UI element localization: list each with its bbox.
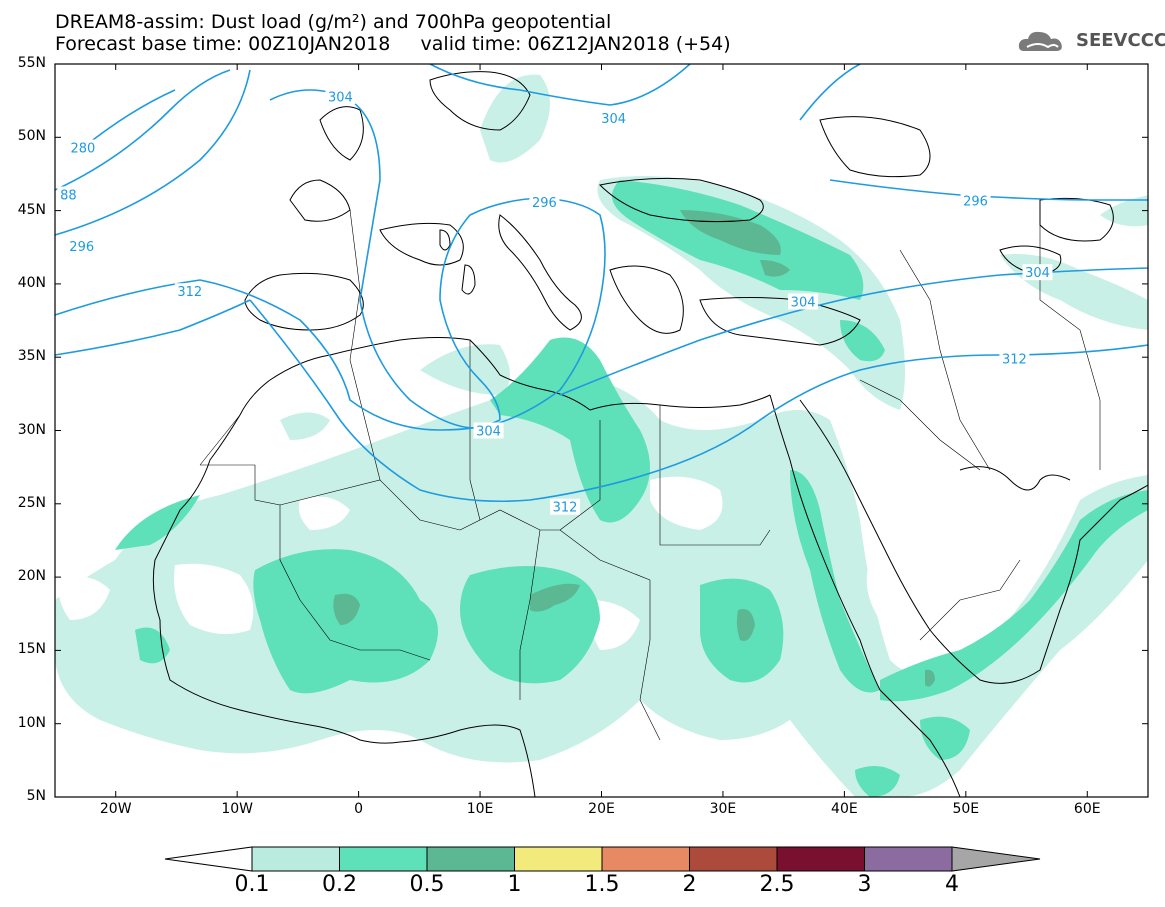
contour-label: 296 (963, 194, 988, 209)
colorbar-boxes (251, 846, 953, 872)
colorbar-box (689, 846, 778, 872)
colorbar (164, 846, 1041, 872)
contour-label: 304 (328, 90, 353, 105)
contour-label-bg (529, 193, 560, 210)
contour-label-bg (67, 139, 98, 156)
contour-label: 304 (1025, 266, 1050, 281)
contour-label-bg (174, 283, 205, 300)
lon-label: 60E (1073, 801, 1101, 817)
colorbar-label: 1 (507, 872, 522, 897)
contour-label-bg (1022, 264, 1053, 281)
map-title: DREAM8-assim: Dust load (g/m²) and 700hP… (55, 11, 612, 33)
map-subtitle: Forecast base time: 00Z10JAN2018 valid t… (55, 33, 731, 55)
contour-label: 280 (71, 142, 96, 157)
cloud-logo-icon (1018, 31, 1062, 51)
colorbar-box (251, 846, 340, 872)
colorbar-box (339, 846, 428, 872)
colorbar-box (601, 846, 690, 872)
logo-text: SEEVCCC (1076, 30, 1165, 51)
contour-label: 296 (69, 240, 94, 255)
contour-label-bg (550, 498, 581, 515)
lat-label: 30N (17, 421, 46, 438)
lon-label: 40E (831, 801, 858, 817)
colorbar-label: 2 (682, 872, 697, 897)
contour-label-bg (66, 237, 97, 254)
contour-label-bg (598, 110, 629, 127)
colorbar-label: 0.2 (322, 872, 357, 897)
lat-label: 55N (17, 55, 46, 71)
contour-label-bg (788, 293, 819, 310)
colorbar-over-triangle (951, 846, 1041, 872)
lat-label: 5N (26, 788, 46, 804)
contour-label-bg (960, 192, 991, 209)
contour-label: 304 (791, 295, 816, 310)
lat-label: 40N (17, 274, 46, 291)
lon-label: 10W (221, 801, 253, 817)
tick-marks (55, 63, 1148, 798)
colorbar-box (426, 846, 515, 872)
colorbar-label: 0.5 (409, 872, 445, 897)
lon-label: 20W (99, 801, 132, 817)
contour-label: 312 (177, 285, 202, 300)
colorbar-box (864, 846, 953, 872)
lon-label: 30E (709, 801, 737, 817)
colorbar-label: 1.5 (584, 872, 620, 897)
lon-label: 20E (588, 801, 615, 817)
geopotential-contours (55, 64, 1148, 503)
lat-label: 15N (17, 641, 46, 658)
colorbar-label: 4 (945, 872, 959, 897)
colorbar-label: 2.5 (759, 872, 795, 897)
contour-label-bg (473, 422, 504, 439)
contour-label-bg (57, 186, 80, 203)
colorbar-label: 0.1 (234, 872, 270, 897)
lat-label: 45N (17, 201, 46, 218)
lon-label: 50E (952, 801, 980, 817)
colorbar-box (514, 846, 603, 872)
lon-label: 0 (354, 801, 364, 817)
lat-label: 20N (17, 568, 46, 585)
colorbar-box (776, 846, 865, 872)
contour-label-bg (999, 350, 1030, 367)
contour-label: 304 (601, 112, 626, 127)
contour-label-bg (325, 88, 356, 105)
contour-label: 304 (476, 425, 501, 440)
lat-label: 35N (17, 348, 46, 365)
colorbar-label: 3 (857, 872, 872, 897)
lon-label: 10E (466, 801, 494, 817)
lat-label: 25N (17, 494, 46, 511)
contour-label: 296 (532, 196, 557, 211)
colorbar-under-triangle (164, 846, 253, 872)
contour-label: 312 (1002, 353, 1027, 368)
dust-field (55, 74, 1148, 797)
contour-label: 312 (553, 501, 578, 516)
lat-label: 50N (17, 128, 46, 145)
contour-label: 88 (60, 188, 77, 203)
lat-label: 10N (17, 714, 46, 731)
contour-labels: 280 88 296 304 304 296 296 304 312 304 312 304 312 (57, 88, 1053, 516)
coastlines (152, 71, 1148, 797)
